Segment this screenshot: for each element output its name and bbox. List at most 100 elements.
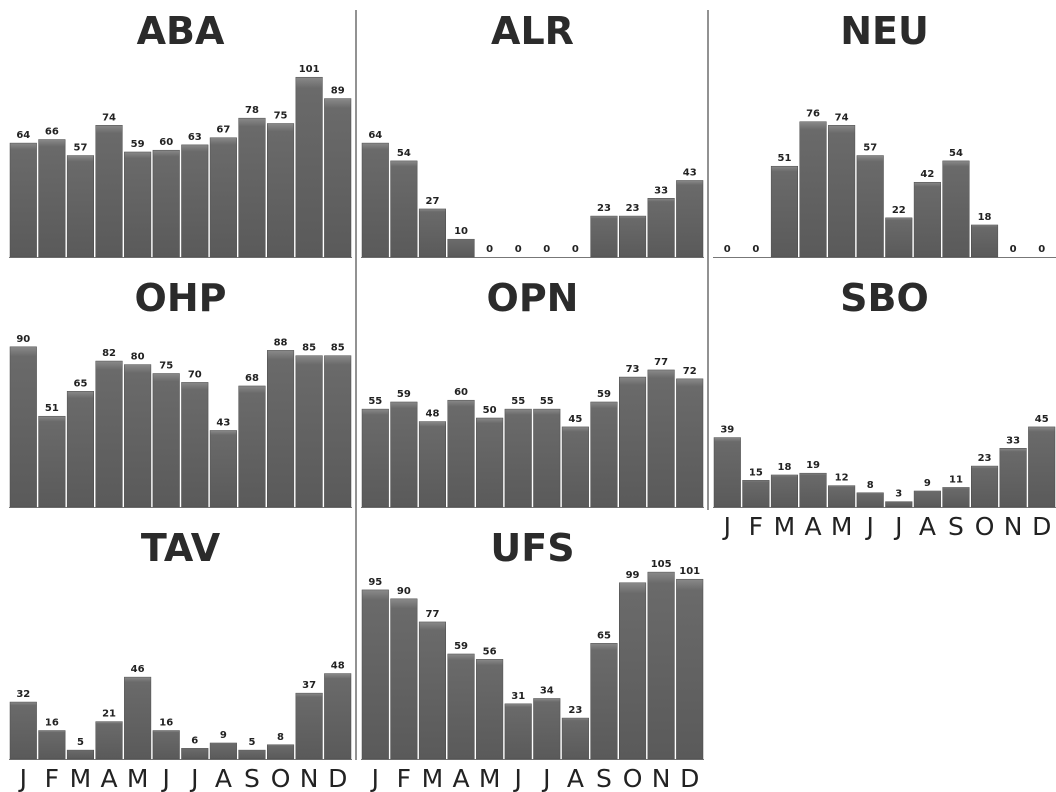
bar-value-label: 50 <box>483 405 497 416</box>
x-tick-label: J <box>893 512 902 541</box>
bar <box>770 474 799 508</box>
bar <box>418 208 446 258</box>
bar-value-label: 27 <box>425 196 439 207</box>
bar <box>647 571 675 760</box>
x-tick-label: A <box>567 764 584 792</box>
bar-value-label: 48 <box>425 409 439 420</box>
x-tick-label: J <box>189 764 198 792</box>
bar-value-label: 85 <box>331 343 345 354</box>
x-tick-label: J <box>513 764 522 792</box>
bar-value-label: 75 <box>159 361 173 372</box>
bar-value-label: 55 <box>368 396 382 407</box>
bar-value-label: 33 <box>654 185 668 196</box>
bar-value-label: 57 <box>863 143 877 154</box>
bar <box>324 673 352 760</box>
bar <box>390 401 418 508</box>
bar <box>295 355 323 508</box>
bar-value-label: 0 <box>543 244 550 255</box>
bar-value-label: 5 <box>248 737 255 748</box>
bar <box>590 215 618 258</box>
bar-value-label: 59 <box>454 641 468 652</box>
bar-value-label: 77 <box>425 609 439 620</box>
bar-value-label: 101 <box>299 64 320 75</box>
bar-value-label: 101 <box>679 566 700 577</box>
x-tick-label: J <box>18 764 27 792</box>
panel-title: SBO <box>840 276 929 320</box>
bar <box>209 742 237 760</box>
bar-value-label: 22 <box>892 205 906 216</box>
bar-value-label: 55 <box>511 396 525 407</box>
panel-title: TAV <box>141 526 221 570</box>
bar <box>267 744 295 760</box>
bar-value-label: 65 <box>73 378 87 389</box>
bar <box>713 437 741 508</box>
bar <box>999 448 1027 508</box>
bar <box>124 676 152 760</box>
x-tick-label: O <box>271 764 291 792</box>
x-tick-label: S <box>948 512 964 541</box>
bar <box>856 492 884 508</box>
x-tick-label: A <box>100 764 117 792</box>
bar-value-label: 74 <box>835 112 849 123</box>
bar <box>66 155 94 258</box>
bar <box>152 730 180 760</box>
bar <box>361 142 389 258</box>
bar <box>95 721 123 760</box>
panel-sbo: SBO 39 J 15 F 18 M 19 A 12 M 8 J 3 J 9 A 11 S 23 O 33 N 45 D <box>713 276 1056 541</box>
bar-value-label: 80 <box>131 352 145 363</box>
bar-value-label: 68 <box>245 373 259 384</box>
x-tick-label: S <box>244 764 260 792</box>
bar <box>885 217 913 258</box>
bar-value-label: 55 <box>540 396 554 407</box>
bar-value-label: 23 <box>568 705 582 716</box>
bar <box>295 76 323 258</box>
bar <box>95 360 123 508</box>
bar-value-label: 59 <box>397 389 411 400</box>
panel-title: OHP <box>135 276 227 320</box>
bar-value-label: 82 <box>102 348 116 359</box>
bar-value-label: 43 <box>683 167 697 178</box>
bar-value-label: 45 <box>1035 414 1049 425</box>
bar <box>447 653 475 760</box>
bar-value-label: 59 <box>597 389 611 400</box>
bar-value-label: 0 <box>752 244 759 255</box>
bar-value-label: 9 <box>924 478 931 489</box>
bar <box>361 408 389 508</box>
bar-value-label: 3 <box>895 489 902 500</box>
bar-value-label: 56 <box>483 646 497 657</box>
bar <box>361 589 389 760</box>
bar <box>742 480 770 508</box>
bar <box>913 490 941 508</box>
bar-value-label: 78 <box>245 105 259 116</box>
bar-value-label: 16 <box>45 718 59 729</box>
bar-value-label: 0 <box>572 244 579 255</box>
bar-value-label: 60 <box>454 387 468 398</box>
bar-value-label: 64 <box>368 130 382 141</box>
x-tick-label: M <box>831 512 853 541</box>
x-tick-label: F <box>45 764 59 792</box>
bar <box>942 487 970 508</box>
bar-value-label: 54 <box>397 148 411 159</box>
x-tick-label: M <box>422 764 444 792</box>
x-tick-label: F <box>397 764 411 792</box>
bar <box>647 198 675 258</box>
bar <box>561 426 589 508</box>
x-tick-label: N <box>1004 512 1023 541</box>
bar-value-label: 76 <box>806 109 820 120</box>
bar <box>390 160 418 258</box>
x-tick-label: J <box>865 512 874 541</box>
x-tick-label: J <box>541 764 550 792</box>
panel-title: OPN <box>487 276 579 320</box>
bar <box>66 749 94 760</box>
bar-value-label: 60 <box>159 137 173 148</box>
x-tick-label: D <box>328 764 347 792</box>
bar <box>619 215 647 258</box>
bar <box>238 117 266 258</box>
bar-value-label: 0 <box>724 244 731 255</box>
bar-value-label: 21 <box>102 709 116 720</box>
x-tick-label: M <box>479 764 501 792</box>
bar-value-label: 0 <box>515 244 522 255</box>
panel-tav: TAV 32 J 16 F 5 M 21 A 46 M 16 J 6 J 9 A 5 S 8 O 37 N 48 D <box>9 526 352 792</box>
panel-ohp: OHP 90 51 65 82 80 75 70 43 68 88 85 85 <box>9 276 352 508</box>
